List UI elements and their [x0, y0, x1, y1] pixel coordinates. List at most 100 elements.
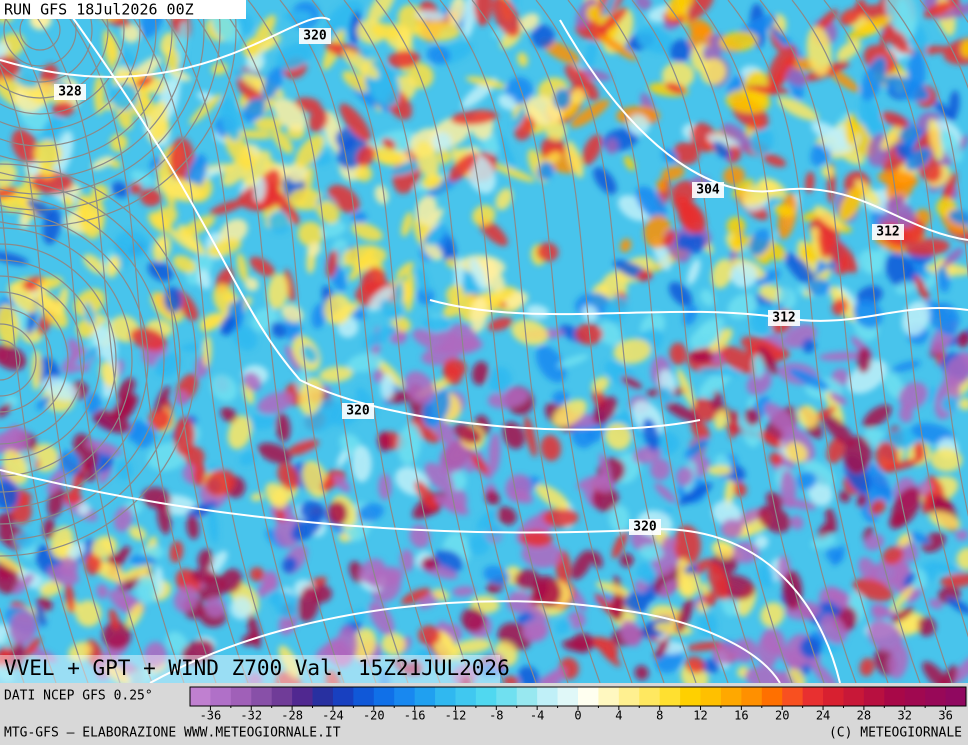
field-blob	[102, 621, 132, 650]
field-blob	[387, 50, 421, 69]
streamline	[0, 0, 157, 147]
field-blob	[927, 475, 945, 501]
field-blob	[191, 568, 217, 584]
colorbar-tick-label: -32	[240, 709, 262, 723]
field-blob	[325, 670, 341, 683]
field-blob	[519, 530, 554, 547]
field-blob	[671, 180, 698, 204]
field-blob	[661, 62, 695, 89]
field-blob	[121, 23, 141, 43]
colorbar-tick-label: 24	[816, 709, 830, 723]
field-blob	[393, 658, 414, 676]
field-blob	[437, 330, 458, 342]
field-blob	[156, 177, 200, 200]
colorbar-swatch	[802, 687, 824, 706]
colorbar-swatch	[904, 687, 926, 706]
colorbar-tick-label: -20	[363, 709, 385, 723]
field-blob	[257, 442, 292, 464]
colorbar-swatch	[761, 687, 783, 706]
field-blob	[113, 506, 133, 532]
field-blob	[669, 342, 687, 366]
colorbar-swatch	[557, 687, 579, 706]
field-blob	[77, 502, 91, 516]
field-blob	[27, 198, 55, 220]
colorbar-tick-label: 4	[615, 709, 622, 723]
field-blob	[35, 604, 47, 627]
field-blob	[836, 39, 862, 61]
field-blob	[752, 353, 764, 379]
field-blob	[85, 439, 122, 456]
field-blob	[0, 479, 19, 511]
field-blob	[807, 278, 830, 297]
field-blob	[224, 132, 255, 170]
field-blob	[173, 417, 195, 457]
colorbar-swatch	[925, 687, 947, 706]
field-blob	[677, 571, 693, 596]
colorbar-swatch	[271, 687, 293, 706]
field-blob	[634, 665, 649, 681]
field-blob	[219, 95, 241, 141]
colorbar-swatch	[230, 687, 252, 706]
field-blob	[565, 140, 584, 179]
field-blob	[928, 598, 943, 610]
field-blob	[669, 39, 692, 63]
field-blob	[182, 215, 216, 236]
colorbar-swatch	[292, 687, 314, 706]
field-blob	[881, 111, 910, 128]
field-blob	[883, 75, 930, 102]
field-blob	[890, 607, 915, 624]
field-blob	[467, 533, 490, 556]
field-blob	[707, 465, 733, 476]
colorbar-swatch	[578, 687, 599, 706]
field-blob	[600, 0, 621, 24]
field-blob	[168, 229, 206, 255]
streamline	[247, 0, 409, 683]
field-blob	[939, 129, 963, 163]
streamline	[631, 0, 793, 683]
colorbar-swatch	[353, 687, 375, 706]
field-blob	[130, 327, 167, 351]
field-blob	[672, 142, 700, 165]
contour-line	[149, 600, 781, 683]
field-blob	[904, 238, 950, 257]
colorbar-swatch	[496, 687, 518, 706]
field-blob	[220, 315, 236, 336]
field-blob	[460, 608, 486, 633]
field-blob	[118, 392, 135, 419]
colorbar-tick-label: 36	[938, 709, 952, 723]
field-blob	[273, 98, 307, 132]
field-blob	[662, 231, 676, 247]
field-blob	[497, 94, 517, 111]
field-blob	[102, 29, 116, 70]
field-blob	[96, 584, 109, 599]
field-blob	[732, 178, 754, 198]
field-blob	[909, 531, 931, 545]
field-blob	[756, 633, 779, 669]
contour-label: 320	[633, 520, 657, 535]
streamline	[87, 0, 249, 683]
field-blob	[288, 188, 323, 211]
field-blob	[880, 123, 903, 151]
field-blob	[555, 619, 573, 634]
field-blob	[14, 532, 35, 550]
field-blob	[496, 506, 517, 526]
field-blob	[719, 31, 759, 52]
field-blob	[712, 141, 732, 159]
field-blob	[903, 572, 916, 588]
field-blob	[459, 675, 473, 683]
field-blob	[11, 129, 39, 164]
field-blob	[505, 474, 532, 503]
field-blob	[299, 501, 325, 522]
streamline	[0, 259, 101, 461]
field-blob	[381, 632, 406, 656]
field-blob	[932, 100, 956, 121]
field-blob	[368, 286, 394, 312]
field-blob	[36, 396, 51, 410]
field-blob	[675, 466, 694, 486]
field-blob	[181, 639, 215, 665]
field-blob	[805, 171, 815, 194]
contour-label-box	[342, 403, 374, 419]
field-blob	[373, 369, 384, 384]
contour-label-box	[872, 224, 904, 240]
field-blob	[204, 597, 226, 618]
